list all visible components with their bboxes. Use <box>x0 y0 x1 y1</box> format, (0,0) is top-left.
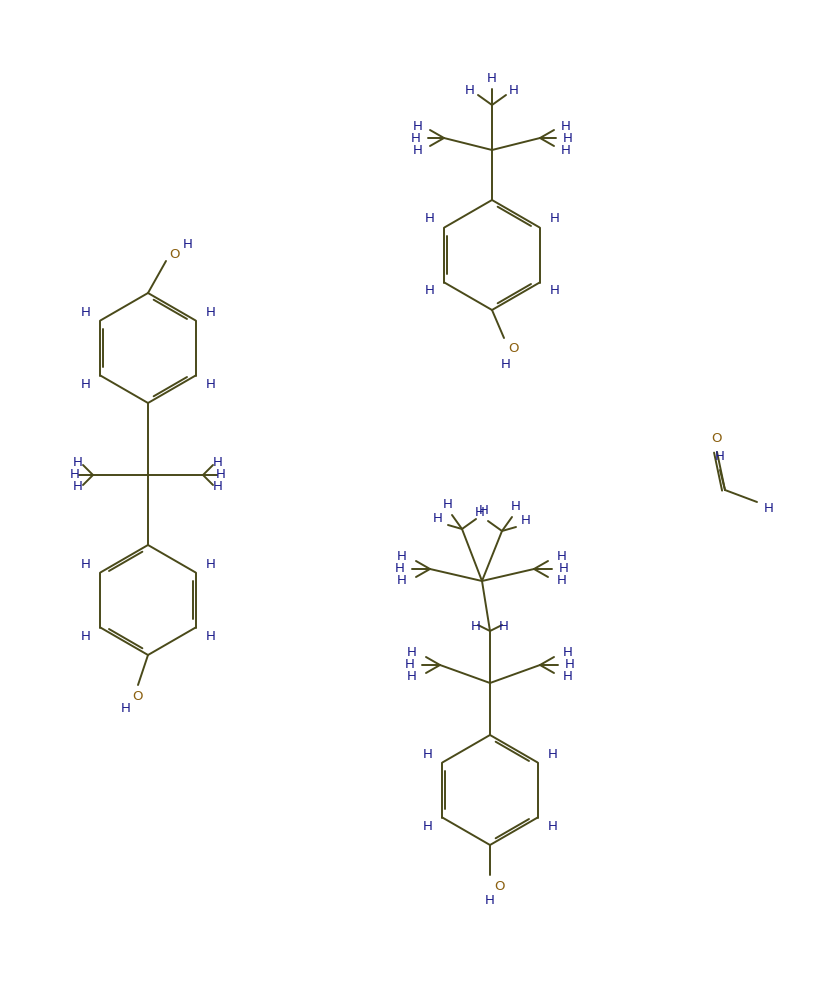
Text: H: H <box>213 456 223 469</box>
Text: H: H <box>479 505 489 518</box>
Text: H: H <box>81 630 91 643</box>
Text: H: H <box>413 119 423 133</box>
Text: H: H <box>521 515 531 528</box>
Text: H: H <box>509 84 519 97</box>
Text: H: H <box>183 238 193 252</box>
Text: H: H <box>547 819 557 832</box>
Text: H: H <box>121 702 131 715</box>
Text: H: H <box>499 621 509 634</box>
Text: H: H <box>433 513 443 526</box>
Text: H: H <box>423 819 433 832</box>
Text: H: H <box>424 285 434 298</box>
Text: H: H <box>561 144 571 157</box>
Text: H: H <box>424 212 434 225</box>
Text: H: H <box>73 456 83 469</box>
Text: H: H <box>395 562 405 575</box>
Text: H: H <box>547 748 557 761</box>
Text: H: H <box>413 144 423 157</box>
Text: H: H <box>407 647 417 660</box>
Text: H: H <box>561 119 571 133</box>
Text: H: H <box>81 306 91 318</box>
Text: H: H <box>511 501 521 514</box>
Text: H: H <box>73 480 83 493</box>
Text: H: H <box>565 659 575 672</box>
Text: H: H <box>550 285 559 298</box>
Text: O: O <box>712 432 723 444</box>
Text: H: H <box>397 551 407 563</box>
Text: O: O <box>494 881 505 894</box>
Text: H: H <box>465 84 475 97</box>
Text: H: H <box>397 574 407 587</box>
Text: H: H <box>407 671 417 683</box>
Text: H: H <box>443 499 453 512</box>
Text: H: H <box>213 480 223 493</box>
Text: O: O <box>170 249 180 262</box>
Text: O: O <box>133 690 143 703</box>
Text: H: H <box>563 647 573 660</box>
Text: H: H <box>563 671 573 683</box>
Text: H: H <box>423 748 433 761</box>
Text: H: H <box>81 378 91 391</box>
Text: H: H <box>557 574 567 587</box>
Text: H: H <box>487 72 497 85</box>
Text: H: H <box>205 306 215 318</box>
Text: H: H <box>475 507 485 520</box>
Text: H: H <box>216 468 226 481</box>
Text: O: O <box>508 341 519 354</box>
Text: H: H <box>764 502 774 515</box>
Text: H: H <box>70 468 80 481</box>
Text: H: H <box>471 621 481 634</box>
Text: H: H <box>559 562 569 575</box>
Text: H: H <box>405 659 415 672</box>
Text: H: H <box>557 551 567 563</box>
Text: H: H <box>550 212 559 225</box>
Text: H: H <box>411 132 421 145</box>
Text: H: H <box>81 558 91 570</box>
Text: H: H <box>485 895 495 908</box>
Text: H: H <box>501 357 511 370</box>
Text: H: H <box>563 132 573 145</box>
Text: H: H <box>205 630 215 643</box>
Text: H: H <box>205 558 215 570</box>
Text: H: H <box>205 378 215 391</box>
Text: H: H <box>715 449 725 462</box>
